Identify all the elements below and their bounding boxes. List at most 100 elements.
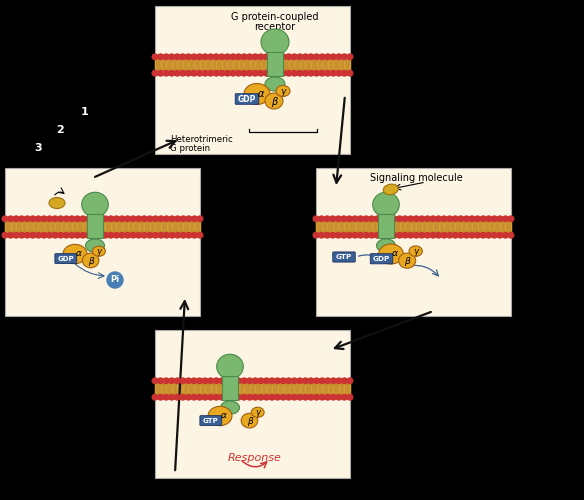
Circle shape — [447, 232, 453, 238]
Circle shape — [481, 232, 486, 238]
Circle shape — [369, 232, 374, 238]
Circle shape — [335, 216, 341, 222]
FancyBboxPatch shape — [155, 330, 350, 478]
Text: When a signaling
molecule binds to
the G protein-coupled
receptor, the G protein: When a signaling molecule binds to the G… — [398, 18, 498, 91]
FancyBboxPatch shape — [267, 52, 283, 76]
Circle shape — [402, 216, 408, 222]
Circle shape — [425, 216, 430, 222]
Circle shape — [374, 216, 380, 222]
Circle shape — [225, 54, 230, 60]
Circle shape — [408, 232, 413, 238]
Circle shape — [197, 394, 203, 400]
Circle shape — [208, 394, 214, 400]
Circle shape — [230, 54, 236, 60]
Circle shape — [252, 70, 258, 76]
Circle shape — [107, 272, 123, 288]
Circle shape — [274, 54, 280, 60]
Circle shape — [286, 70, 291, 76]
Circle shape — [175, 394, 180, 400]
Circle shape — [274, 394, 280, 400]
Circle shape — [91, 216, 97, 222]
Circle shape — [164, 70, 169, 76]
Circle shape — [342, 54, 347, 60]
Circle shape — [225, 70, 230, 76]
Circle shape — [141, 216, 147, 222]
Circle shape — [230, 378, 236, 384]
Circle shape — [347, 70, 353, 76]
Circle shape — [425, 232, 430, 238]
Text: γ: γ — [96, 246, 102, 256]
Text: Heterotrimeric: Heterotrimeric — [170, 135, 233, 144]
Circle shape — [363, 232, 369, 238]
Circle shape — [286, 54, 291, 60]
Circle shape — [164, 216, 169, 222]
Circle shape — [69, 232, 75, 238]
Circle shape — [319, 70, 325, 76]
Circle shape — [347, 54, 353, 60]
Circle shape — [391, 216, 397, 222]
Circle shape — [258, 378, 263, 384]
Circle shape — [413, 216, 419, 222]
Circle shape — [331, 394, 336, 400]
Circle shape — [247, 378, 252, 384]
Circle shape — [347, 232, 352, 238]
Circle shape — [152, 378, 158, 384]
Circle shape — [274, 70, 280, 76]
Ellipse shape — [377, 239, 395, 252]
Circle shape — [419, 232, 425, 238]
Circle shape — [114, 232, 119, 238]
Circle shape — [169, 378, 175, 384]
Circle shape — [308, 54, 314, 60]
Circle shape — [147, 232, 152, 238]
Circle shape — [169, 216, 175, 222]
Circle shape — [503, 216, 508, 222]
Circle shape — [47, 232, 53, 238]
Circle shape — [169, 54, 175, 60]
Circle shape — [341, 216, 347, 222]
Circle shape — [147, 216, 152, 222]
Ellipse shape — [261, 29, 289, 55]
Circle shape — [247, 394, 252, 400]
Circle shape — [64, 232, 69, 238]
Circle shape — [325, 70, 331, 76]
Text: β: β — [404, 257, 410, 266]
Circle shape — [458, 216, 464, 222]
Circle shape — [241, 378, 247, 384]
Circle shape — [347, 216, 352, 222]
Text: GDP: GDP — [57, 256, 74, 262]
Text: γ: γ — [413, 246, 418, 256]
Circle shape — [180, 378, 186, 384]
Text: Signaling molecule: Signaling molecule — [370, 173, 463, 183]
Circle shape — [197, 216, 203, 222]
Ellipse shape — [217, 354, 244, 379]
Circle shape — [119, 216, 125, 222]
FancyBboxPatch shape — [155, 6, 350, 154]
Circle shape — [297, 378, 303, 384]
Circle shape — [247, 54, 252, 60]
Circle shape — [313, 216, 319, 222]
Circle shape — [358, 232, 363, 238]
Circle shape — [419, 216, 425, 222]
Circle shape — [342, 378, 347, 384]
Ellipse shape — [373, 192, 399, 217]
Ellipse shape — [383, 184, 398, 194]
Circle shape — [108, 216, 114, 222]
Circle shape — [330, 216, 336, 222]
Circle shape — [291, 378, 297, 384]
Circle shape — [325, 54, 331, 60]
Circle shape — [331, 378, 336, 384]
Circle shape — [486, 216, 492, 222]
Circle shape — [175, 216, 180, 222]
Circle shape — [69, 216, 75, 222]
Ellipse shape — [241, 413, 258, 428]
Circle shape — [297, 394, 303, 400]
Circle shape — [58, 232, 64, 238]
Circle shape — [336, 378, 342, 384]
Circle shape — [385, 216, 391, 222]
Circle shape — [297, 54, 303, 60]
Ellipse shape — [378, 244, 404, 264]
FancyBboxPatch shape — [200, 416, 222, 426]
Circle shape — [314, 378, 319, 384]
FancyBboxPatch shape — [155, 378, 350, 400]
Circle shape — [53, 232, 58, 238]
